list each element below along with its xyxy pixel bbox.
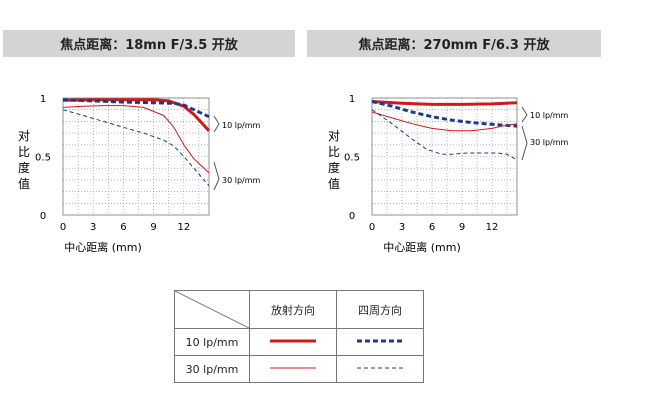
legend-swatch-circum-10 (336, 328, 424, 356)
chart-title-right: 焦点距离：270mm F/6.3 开放 (307, 30, 601, 57)
x-tick-label: 9 (150, 222, 156, 233)
series-line-radial-30 (371, 111, 518, 132)
series-line-radial-30 (62, 105, 210, 174)
x-tick-label: 12 (177, 222, 190, 233)
series-line-circum-30 (371, 109, 518, 161)
series-line-radial-10 (62, 98, 211, 132)
legend-table: 放射方向 四周方向 10 lp/mm 30 lp/mm (174, 290, 424, 383)
legend-corner-cell (174, 290, 250, 329)
mtf-chart-wide: 0 0.5 1 0 3 6 9 12 对 比 度 值 中心距离 (mm) 10 lp/mm 3… (18, 94, 261, 254)
series-line-radial-10 (371, 100, 518, 106)
x-tick-label: 6 (120, 222, 126, 233)
legend-row-label-10: 10 lp/mm (174, 328, 250, 356)
ylabel-char: 比 (18, 145, 30, 159)
diagonal-line (175, 291, 249, 328)
plot-frame (62, 97, 210, 216)
legend-swatch-radial-30 (249, 355, 337, 383)
series-line-circum-30 (62, 109, 210, 187)
chart-title-left-text: 焦点距离：18mn F/3.5 开放 (60, 38, 238, 53)
x-tick-label: 3 (399, 222, 405, 233)
x-axis-label: 中心距离 (mm) (64, 240, 142, 254)
ylabel-char: 度 (328, 160, 340, 175)
legend-swatch-circum-30 (336, 355, 424, 383)
freq-label-30lp: 30 lp/mm (222, 176, 261, 185)
x-tick-label: 3 (90, 222, 96, 233)
ylabel-char: 对 (18, 129, 30, 143)
x-tick-label: 9 (459, 222, 465, 233)
ylabel-char: 值 (328, 176, 340, 191)
chart-title-right-text: 焦点距离：270mm F/6.3 开放 (358, 38, 550, 53)
legend-swatch-radial-10 (249, 328, 337, 356)
y-tick-label: 1 (349, 94, 355, 105)
x-tick-label: 12 (486, 222, 499, 233)
mtf-chart-tele: 0 0.5 1 0 3 6 9 12 对 比 度 值 中心距离 (mm) 10 lp/mm 3… (328, 94, 569, 254)
y-tick-label: 0 (40, 211, 46, 222)
legend-header-circum: 四周方向 (336, 290, 424, 329)
x-tick-label: 6 (429, 222, 435, 233)
plot-frame (371, 97, 518, 216)
chart-title-left: 焦点距离：18mn F/3.5 开放 (3, 30, 295, 57)
bracket-30lp (521, 125, 528, 161)
ylabel-char: 度 (18, 160, 30, 175)
legend-header-radial: 放射方向 (249, 290, 337, 329)
y-tick-label: 0.5 (35, 153, 51, 164)
x-axis-label: 中心距离 (mm) (383, 240, 461, 254)
ylabel-char: 值 (18, 176, 30, 191)
freq-label-10lp: 10 lp/mm (222, 121, 261, 130)
ylabel-char: 比 (328, 145, 340, 159)
x-tick-label: 0 (369, 222, 375, 233)
bracket-10lp (213, 115, 220, 133)
y-tick-label: 0 (349, 211, 355, 222)
x-tick-label: 0 (60, 222, 66, 233)
y-tick-label: 1 (40, 94, 46, 105)
series-line-circum-10 (371, 100, 518, 128)
ylabel-char: 对 (328, 129, 340, 143)
bracket-10lp (521, 106, 528, 123)
legend-row-label-30: 30 lp/mm (174, 355, 250, 383)
y-tick-label: 0.5 (344, 153, 360, 164)
bracket-30lp (213, 161, 220, 191)
freq-label-10lp: 10 lp/mm (530, 111, 569, 120)
freq-label-30lp: 30 lp/mm (530, 138, 569, 147)
plot-area: 0 0.5 1 0 3 6 9 12 (344, 94, 518, 233)
series-line-circum-10 (62, 98, 210, 119)
plot-area: 0 0.5 1 0 3 6 9 12 (35, 94, 211, 233)
